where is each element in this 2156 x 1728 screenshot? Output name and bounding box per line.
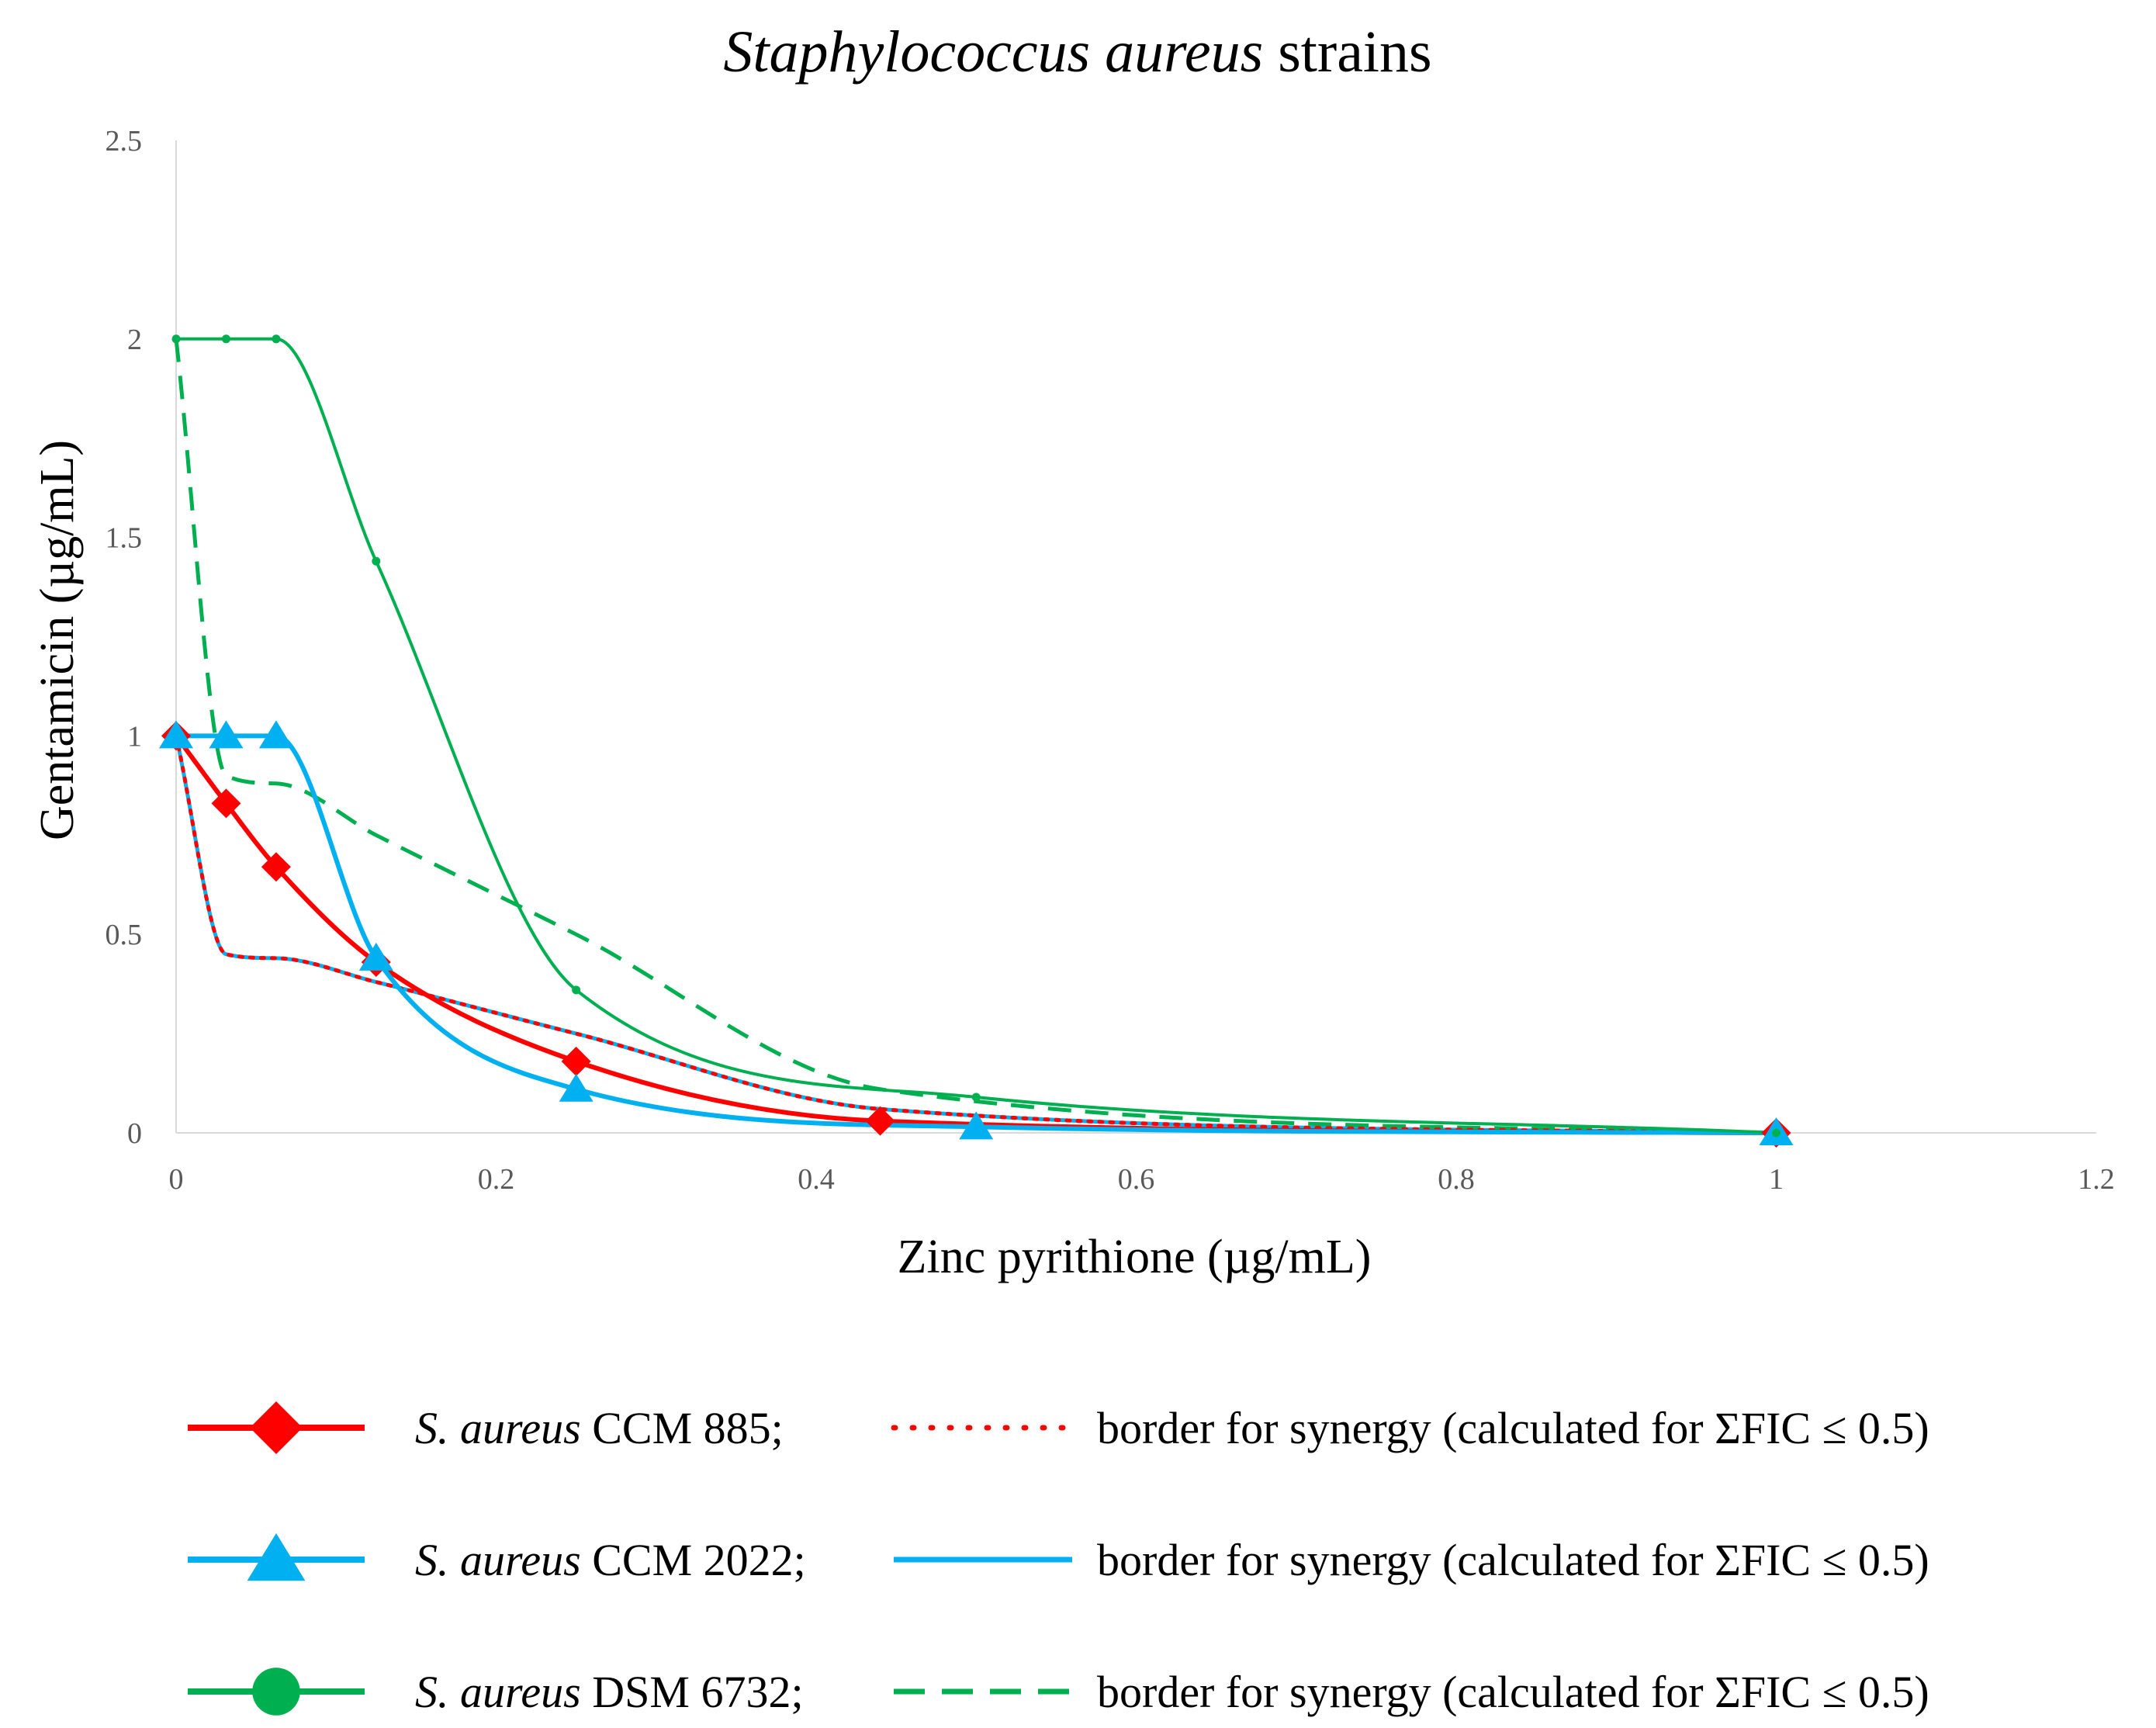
data-point-ccm2022 bbox=[258, 720, 293, 749]
data-point-dsm6732 bbox=[372, 556, 381, 566]
data-point-ccm2022 bbox=[959, 1111, 994, 1140]
series-lines bbox=[174, 337, 1777, 1135]
data-point-ccm2022 bbox=[209, 720, 244, 749]
x-tick-label: 0.6 bbox=[1118, 1163, 1155, 1196]
x-tick-label: 0.2 bbox=[478, 1163, 515, 1196]
data-point-ccm2022 bbox=[559, 1073, 594, 1102]
data-point-ccm2022 bbox=[159, 720, 193, 749]
series-markers bbox=[159, 334, 1794, 1148]
x-axis-label: Zinc pyrithione (µg/mL) bbox=[898, 1231, 1372, 1283]
data-point-ccm885 bbox=[561, 1046, 591, 1076]
y-tick-label: 0 bbox=[127, 1117, 142, 1150]
y-tick-label: 1 bbox=[127, 720, 142, 753]
legend-entry-dsm6732: S. aureus DSM 6732; border for synergy (c… bbox=[188, 1667, 1929, 1717]
legend-border-label-dsm6732: border for synergy (calculated for ΣFIC … bbox=[1097, 1667, 1929, 1717]
legend-label-rest: DSM 6732; bbox=[581, 1667, 804, 1717]
chart-title-italic: Staphylococcus aureus bbox=[723, 19, 1263, 85]
x-tick-label: 1.2 bbox=[2078, 1163, 2115, 1196]
legend-border-label-ccm885: border for synergy (calculated for ΣFIC … bbox=[1097, 1403, 1929, 1453]
x-tick-label: 0.8 bbox=[1438, 1163, 1475, 1196]
data-point-dsm6732 bbox=[572, 985, 581, 995]
legend-entry-ccm2022: S. aureus CCM 2022; border for synergy (c… bbox=[188, 1533, 1929, 1585]
data-point-ccm2022 bbox=[358, 942, 393, 971]
synergy-border-line-ccm885 bbox=[174, 733, 1778, 1135]
data-point-dsm6732 bbox=[272, 334, 281, 344]
synergy-border-lines bbox=[174, 338, 1778, 1135]
x-tick-label: 0.4 bbox=[798, 1163, 835, 1196]
series-line-ccm2022 bbox=[176, 733, 1777, 1135]
y-tick-label: 2.5 bbox=[106, 125, 143, 158]
x-tick-label: 0 bbox=[169, 1163, 184, 1196]
y-tick-label: 2 bbox=[127, 324, 142, 356]
legend-label-ccm885: S. aureus CCM 885; bbox=[415, 1403, 784, 1453]
y-tick-label: 0.5 bbox=[106, 919, 143, 951]
y-tick-labels: 0 0.5 1 1.5 2 2.5 bbox=[106, 125, 143, 1150]
legend-label-italic: S. aureus bbox=[415, 1667, 581, 1717]
legend-label-rest: CCM 2022; bbox=[581, 1535, 806, 1585]
synergy-border-line-dsm6732 bbox=[174, 338, 1777, 1135]
legend-border-label-ccm2022: border for synergy (calculated for ΣFIC … bbox=[1097, 1535, 1929, 1585]
data-point-dsm6732 bbox=[1772, 1128, 1781, 1138]
data-point-ccm885 bbox=[865, 1106, 895, 1136]
legend-label-ccm2022: S. aureus CCM 2022; bbox=[415, 1535, 806, 1585]
chart-title: Staphylococcus aureus strains bbox=[723, 19, 1431, 85]
data-point-dsm6732 bbox=[971, 1093, 981, 1102]
data-point-dsm6732 bbox=[171, 334, 181, 344]
legend-marker-ccm2022 bbox=[247, 1533, 306, 1581]
legend-label-italic: S. aureus bbox=[415, 1535, 581, 1585]
y-axis-label: Gentamicin (µg/mL) bbox=[31, 440, 84, 840]
legend-marker-dsm6732 bbox=[252, 1667, 300, 1716]
axes bbox=[175, 140, 2096, 1134]
legend-label-dsm6732: S. aureus DSM 6732; bbox=[415, 1667, 804, 1717]
x-tick-labels: 0 0.2 0.4 0.6 0.8 1 1.2 bbox=[169, 1163, 2115, 1196]
legend-label-rest: CCM 885; bbox=[581, 1403, 784, 1453]
data-point-dsm6732 bbox=[221, 334, 230, 344]
legend-entry-ccm885: S. aureus CCM 885; border for synergy (ca… bbox=[188, 1401, 1929, 1454]
series-line-ccm885 bbox=[174, 734, 1777, 1135]
legend: S. aureus CCM 885; border for synergy (ca… bbox=[188, 1401, 1929, 1717]
x-tick-label: 1 bbox=[1769, 1163, 1784, 1196]
data-point-ccm885 bbox=[261, 852, 291, 882]
chart-title-rest: strains bbox=[1263, 19, 1431, 85]
y-tick-label: 1.5 bbox=[106, 522, 143, 555]
synergy-border-line-ccm2022 bbox=[174, 735, 1777, 1135]
series-line-dsm6732 bbox=[176, 337, 1777, 1134]
legend-marker-ccm885 bbox=[250, 1401, 303, 1454]
legend-label-italic: S. aureus bbox=[415, 1403, 581, 1453]
data-point-ccm885 bbox=[211, 788, 241, 819]
